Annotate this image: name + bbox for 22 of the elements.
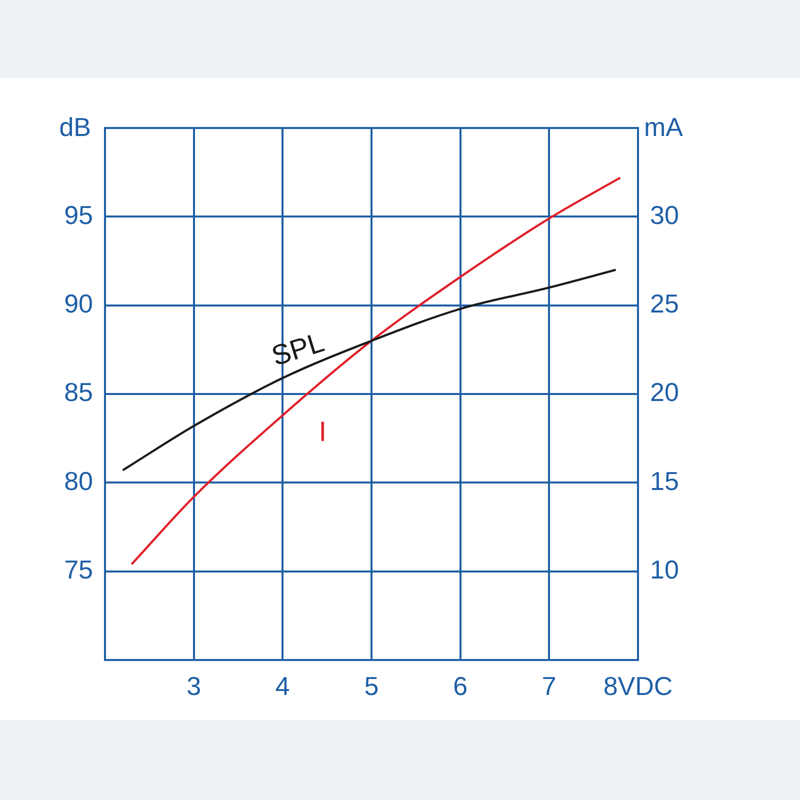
y-tick-label: 85: [64, 377, 93, 408]
y-axis-title: dB: [59, 112, 91, 142]
y2-tick-label: 25: [650, 288, 679, 319]
y2-tick-label: 30: [650, 200, 679, 230]
x-tick-label: 3: [186, 670, 202, 701]
x-tick-label: 8VDC: [603, 670, 673, 701]
x-tick-label: 6: [453, 670, 468, 701]
y-tick-label: 95: [64, 200, 93, 230]
y-tick-label: 90: [64, 288, 93, 319]
series-label: I: [318, 416, 327, 447]
y2-tick-label: 20: [650, 377, 679, 408]
x-tick-label: 5: [364, 670, 379, 701]
y2-tick-label: 10: [650, 554, 679, 585]
x-tick-label: 4: [275, 670, 290, 701]
y-tick-label: 80: [64, 466, 93, 496]
x-tick-label: 7: [542, 670, 556, 701]
y2-tick-label: 15: [650, 466, 679, 496]
y2-axis-title: mA: [644, 112, 684, 142]
line-series: [130, 176, 622, 566]
line-series: [122, 268, 617, 472]
y-tick-label: 75: [64, 554, 93, 585]
text: SPL: [268, 326, 328, 372]
